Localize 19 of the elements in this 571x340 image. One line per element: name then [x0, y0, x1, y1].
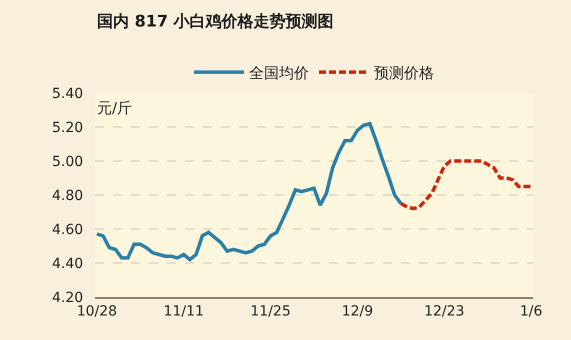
- x-tick-label: 11/25: [250, 304, 291, 320]
- y-tick-label: 4.40: [52, 256, 84, 272]
- y-tick-label: 4.20: [52, 290, 84, 306]
- y-axis-title: 元/斤: [97, 99, 132, 117]
- x-tick-label: 10/28: [76, 304, 118, 320]
- chart-title: 国内 817 小白鸡价格走势预测图: [97, 12, 334, 30]
- x-tick-label: 1/6: [520, 304, 542, 320]
- x-tick-label: 12/9: [342, 304, 374, 320]
- legend-label: 全国均价: [249, 64, 309, 82]
- x-tick-label: 12/23: [424, 304, 464, 320]
- y-tick-label: 5.40: [52, 86, 84, 102]
- legend-label: 预测价格: [374, 64, 434, 82]
- y-tick-label: 4.60: [52, 222, 84, 238]
- y-tick-label: 4.80: [52, 188, 84, 204]
- y-tick-label: 5.00: [52, 154, 84, 170]
- line-series: [399, 159, 533, 210]
- line-series: [95, 122, 403, 262]
- x-tick-label: 11/11: [164, 304, 204, 320]
- y-tick-label: 5.20: [52, 120, 84, 136]
